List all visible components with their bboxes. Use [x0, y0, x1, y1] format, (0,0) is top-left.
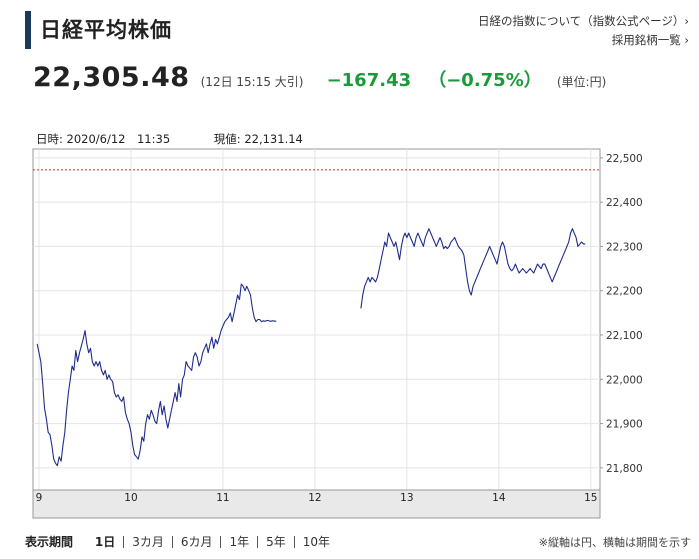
price-timestamp: (12日 15:15 大引)	[200, 75, 304, 89]
series-segment	[360, 228, 586, 309]
plot-area	[32, 148, 601, 491]
price-series	[36, 228, 586, 467]
period-option[interactable]: 1日	[94, 535, 116, 549]
period-option[interactable]: 5年	[257, 536, 294, 548]
quote-row: 22,305.48 (12日 15:15 大引) −167.43 （−0.75%…	[33, 62, 606, 96]
y-tick-label: 22,500	[606, 153, 643, 165]
y-tick-label: 21,800	[606, 463, 643, 475]
y-tick-label: 21,900	[606, 419, 643, 431]
intraday-chart: 21,800 21,900 22,000 22,100 22,200 22,300 22,4…	[32, 148, 643, 519]
period-option[interactable]: 1年	[220, 536, 257, 548]
constituents-link[interactable]: 採用銘柄一覧 ›	[611, 33, 689, 47]
x-axis-band	[32, 489, 601, 519]
title-accent-bar	[25, 11, 31, 49]
x-tick-label: 9	[36, 492, 43, 504]
x-axis-ticks: 9 10 11 12 13 14 15	[36, 492, 598, 504]
y-tick-label: 22,000	[606, 374, 643, 386]
x-tick-label: 10	[124, 492, 137, 504]
y-tick-label: 22,400	[606, 197, 643, 209]
grid-lines	[33, 149, 600, 490]
y-axis-ticks: 21,800 21,900 22,000 22,100 22,200 22,300 22,4…	[600, 153, 643, 475]
x-tick-label: 13	[400, 492, 413, 504]
x-tick-label: 15	[584, 492, 597, 504]
x-tick-label: 12	[308, 492, 321, 504]
period-option[interactable]: 10年	[293, 536, 338, 548]
period-option[interactable]: 6カ月	[171, 536, 221, 548]
x-tick-label: 14	[492, 492, 506, 504]
page-title: 日経平均株価	[40, 18, 172, 42]
period-label: 表示期間	[25, 535, 74, 549]
chart-datetime: 日時: 2020/6/12 11:35	[36, 132, 171, 146]
unit-label: (単位:円)	[556, 75, 607, 89]
index-info-link[interactable]: 日経の指数について（指数公式ページ）›	[477, 14, 689, 28]
period-option[interactable]: 3カ月	[123, 536, 172, 548]
header-links: 日経の指数について（指数公式ページ）› 採用銘柄一覧 ›	[478, 12, 689, 50]
chart-header: 日時: 2020/6/12 11:35 現値: 22,131.14	[36, 131, 303, 147]
y-tick-label: 22,200	[606, 286, 643, 298]
price-change: −167.43	[326, 70, 412, 91]
series-segment	[36, 283, 277, 467]
current-price: 22,305.48	[33, 62, 190, 93]
y-tick-label: 22,100	[606, 330, 643, 342]
chart-current-value: 現値: 22,131.14	[213, 132, 303, 146]
axis-note: ※縦軸は円、横軸は期間を示す	[538, 536, 691, 549]
period-selector: 表示期間 1日 3カ月 6カ月 1年 5年 10年	[25, 533, 338, 550]
x-tick-label: 11	[216, 492, 229, 504]
price-change-percent: （−0.75%）	[428, 70, 542, 91]
y-tick-label: 22,300	[606, 241, 643, 253]
